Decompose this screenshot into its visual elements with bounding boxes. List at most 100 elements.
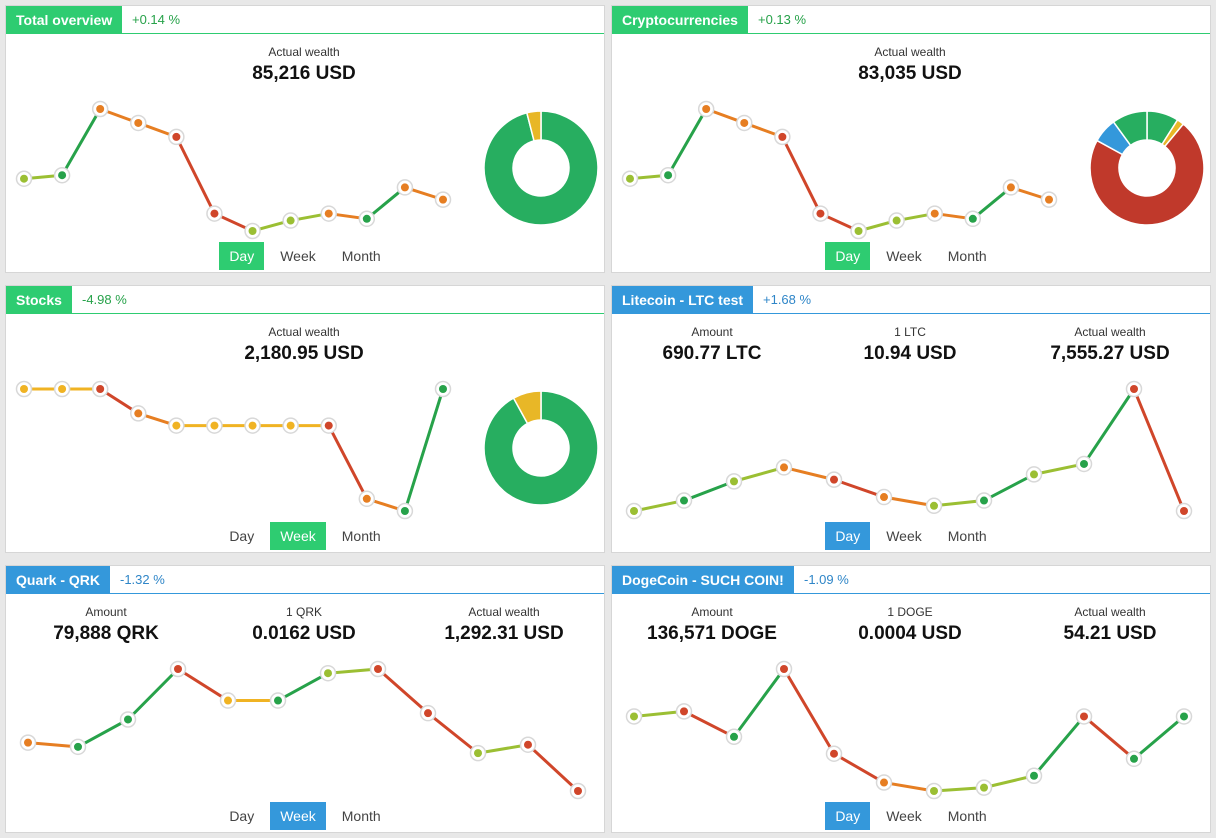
data-point[interactable] — [320, 205, 337, 222]
data-point[interactable] — [675, 492, 693, 509]
data-point[interactable] — [964, 210, 982, 228]
data-point[interactable] — [1025, 767, 1043, 784]
data-point[interactable] — [169, 660, 187, 678]
data-point[interactable] — [15, 380, 33, 398]
panel-title[interactable]: Cryptocurrencies — [612, 6, 748, 34]
data-point[interactable] — [282, 212, 299, 229]
data-point[interactable] — [926, 205, 943, 222]
data-point[interactable] — [1175, 708, 1193, 725]
data-point[interactable] — [875, 774, 893, 791]
data-point[interactable] — [625, 502, 643, 520]
tab-day[interactable]: Day — [219, 242, 265, 270]
data-point[interactable] — [725, 728, 743, 746]
tab-day[interactable]: Day — [825, 802, 871, 830]
data-point[interactable] — [736, 114, 753, 132]
data-point[interactable] — [1025, 466, 1043, 483]
data-point[interactable] — [219, 692, 237, 709]
tab-month[interactable]: Month — [947, 248, 987, 264]
data-point[interactable] — [168, 128, 185, 146]
data-point[interactable] — [69, 738, 87, 756]
data-point[interactable] — [888, 212, 905, 229]
donut-slice[interactable] — [525, 110, 542, 142]
data-point[interactable] — [1040, 191, 1058, 208]
panel-title[interactable]: Litecoin - LTC test — [612, 286, 754, 314]
data-point[interactable] — [975, 492, 993, 509]
data-point[interactable] — [825, 745, 843, 762]
data-point[interactable] — [812, 205, 829, 222]
data-point[interactable] — [875, 488, 893, 506]
donut-slice[interactable] — [483, 390, 599, 506]
data-point[interactable] — [130, 114, 147, 132]
tab-day[interactable]: Day — [229, 528, 255, 544]
tab-week[interactable]: Week — [886, 528, 922, 544]
panel-title[interactable]: DogeCoin - SUCH COIN! — [612, 566, 794, 594]
data-point[interactable] — [15, 170, 33, 187]
data-point[interactable] — [130, 405, 147, 422]
tab-day[interactable]: Day — [825, 522, 871, 550]
data-point[interactable] — [1075, 708, 1093, 725]
tab-month[interactable]: Month — [947, 808, 987, 824]
data-point[interactable] — [925, 497, 943, 515]
data-point[interactable] — [269, 692, 287, 709]
data-point[interactable] — [244, 417, 261, 434]
data-point[interactable] — [206, 205, 223, 222]
tab-month[interactable]: Month — [341, 528, 381, 544]
data-point[interactable] — [775, 660, 793, 678]
tab-month[interactable]: Month — [947, 528, 987, 544]
data-point[interactable] — [775, 459, 793, 476]
tab-week[interactable]: Week — [270, 522, 326, 550]
panel-title[interactable]: Quark - QRK — [6, 566, 111, 594]
panel-title[interactable]: Stocks — [6, 286, 72, 314]
data-point[interactable] — [774, 128, 791, 146]
data-point[interactable] — [434, 380, 452, 398]
data-point[interactable] — [569, 782, 587, 800]
tab-week[interactable]: Week — [280, 248, 316, 264]
tab-week[interactable]: Week — [886, 808, 922, 824]
data-point[interactable] — [1125, 380, 1143, 398]
data-point[interactable] — [850, 222, 867, 240]
data-point[interactable] — [825, 471, 843, 488]
tab-day[interactable]: Day — [229, 808, 255, 824]
data-point[interactable] — [1175, 502, 1193, 520]
panel-title[interactable]: Total overview — [6, 6, 123, 34]
data-point[interactable] — [168, 417, 185, 434]
donut-slice[interactable] — [512, 390, 542, 425]
data-point[interactable] — [697, 100, 715, 118]
data-point[interactable] — [119, 711, 137, 728]
data-point[interactable] — [434, 191, 452, 208]
data-point[interactable] — [396, 179, 414, 196]
tab-day[interactable]: Day — [825, 242, 871, 270]
data-point[interactable] — [975, 779, 993, 796]
data-point[interactable] — [282, 417, 299, 434]
data-point[interactable] — [1125, 750, 1143, 768]
data-point[interactable] — [725, 473, 743, 490]
data-point[interactable] — [396, 502, 414, 520]
data-point[interactable] — [621, 170, 639, 187]
data-point[interactable] — [53, 380, 71, 398]
tab-month[interactable]: Month — [341, 248, 381, 264]
data-point[interactable] — [519, 736, 537, 753]
data-point[interactable] — [206, 417, 223, 434]
data-point[interactable] — [53, 166, 71, 184]
tab-week[interactable]: Week — [886, 248, 922, 264]
data-point[interactable] — [369, 660, 387, 678]
donut-slice[interactable] — [1089, 123, 1205, 226]
tab-week[interactable]: Week — [270, 802, 326, 830]
donut-slice[interactable] — [483, 110, 599, 226]
data-point[interactable] — [469, 744, 487, 762]
data-point[interactable] — [625, 708, 643, 725]
data-point[interactable] — [358, 210, 376, 228]
data-point[interactable] — [925, 782, 943, 800]
data-point[interactable] — [91, 380, 109, 398]
data-point[interactable] — [91, 100, 109, 118]
data-point[interactable] — [320, 417, 337, 434]
data-point[interactable] — [358, 490, 376, 508]
data-point[interactable] — [1002, 179, 1020, 196]
data-point[interactable] — [1075, 455, 1093, 473]
tab-month[interactable]: Month — [341, 808, 381, 824]
data-point[interactable] — [19, 734, 37, 751]
donut-slice[interactable] — [1112, 110, 1148, 147]
data-point[interactable] — [319, 664, 337, 682]
data-point[interactable] — [419, 704, 437, 722]
data-point[interactable] — [244, 222, 261, 240]
